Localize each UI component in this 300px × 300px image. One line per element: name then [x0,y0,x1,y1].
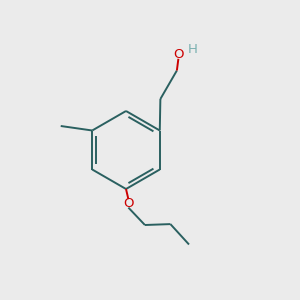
Text: O: O [173,48,184,61]
Text: O: O [123,197,134,210]
Text: H: H [188,43,198,56]
